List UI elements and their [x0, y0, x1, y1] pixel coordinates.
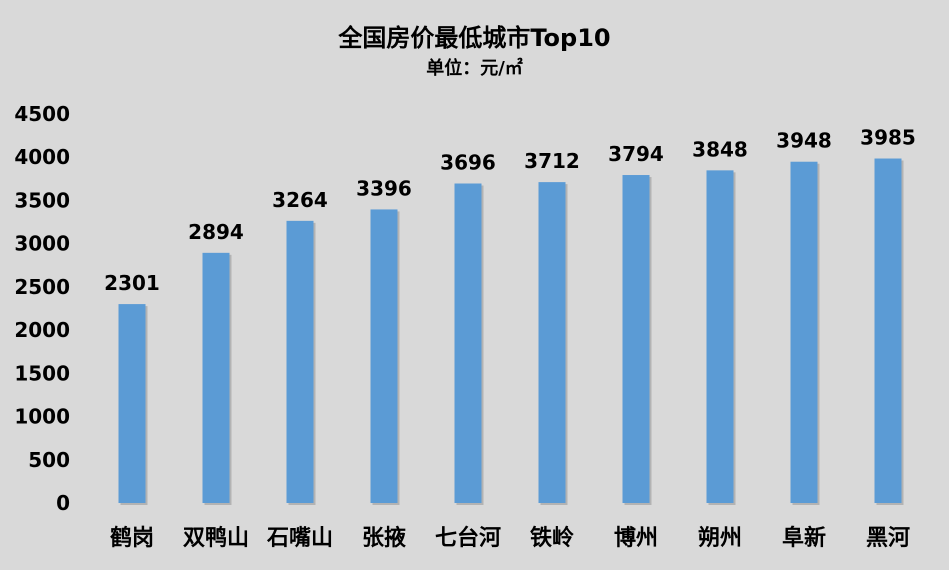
x-category-label: 铁岭 — [530, 525, 574, 551]
y-tick-label: 1500 — [14, 361, 70, 385]
data-label: 3712 — [524, 149, 580, 173]
x-category-label: 黑河 — [866, 526, 910, 551]
y-tick-label: 3000 — [14, 232, 70, 256]
chart-title: 全国房价最低城市Top10 — [338, 24, 611, 52]
bar — [454, 183, 482, 503]
data-label: 3948 — [776, 129, 832, 153]
y-tick-label: 2500 — [14, 275, 70, 299]
bar — [874, 158, 902, 503]
bar — [706, 170, 734, 504]
data-label: 3848 — [692, 137, 748, 161]
bar — [538, 182, 566, 503]
bar — [370, 209, 398, 503]
bar — [202, 252, 230, 503]
bar — [622, 175, 650, 503]
data-label: 2301 — [104, 271, 160, 295]
bar — [118, 304, 146, 503]
y-tick-label: 3500 — [14, 188, 70, 212]
x-category-label: 阜新 — [782, 525, 826, 551]
y-tick-label: 1000 — [14, 405, 70, 429]
x-category-label: 双鸭山 — [183, 525, 249, 551]
y-tick-label: 0 — [56, 491, 70, 515]
x-category-label: 博州 — [614, 525, 658, 551]
x-category-label: 鹤岗 — [110, 525, 154, 551]
data-label: 3794 — [608, 142, 664, 166]
y-tick-label: 500 — [28, 448, 70, 472]
data-label: 3396 — [356, 176, 412, 200]
data-label: 3696 — [440, 151, 496, 175]
y-tick-label: 4500 — [14, 102, 70, 126]
x-category-label: 张掖 — [362, 525, 406, 551]
bar — [286, 220, 314, 503]
x-category-label: 七台河 — [435, 525, 501, 551]
x-category-label: 石嘴山 — [266, 526, 333, 551]
y-tick-label: 4000 — [14, 145, 70, 169]
y-tick-label: 2000 — [14, 318, 70, 342]
data-label: 3264 — [272, 188, 328, 212]
x-category-label: 朔州 — [698, 526, 742, 551]
data-label: 2894 — [188, 220, 244, 244]
bar — [790, 161, 818, 503]
data-label: 3985 — [860, 126, 916, 150]
chart-subtitle: 单位：元/㎡ — [426, 58, 523, 79]
